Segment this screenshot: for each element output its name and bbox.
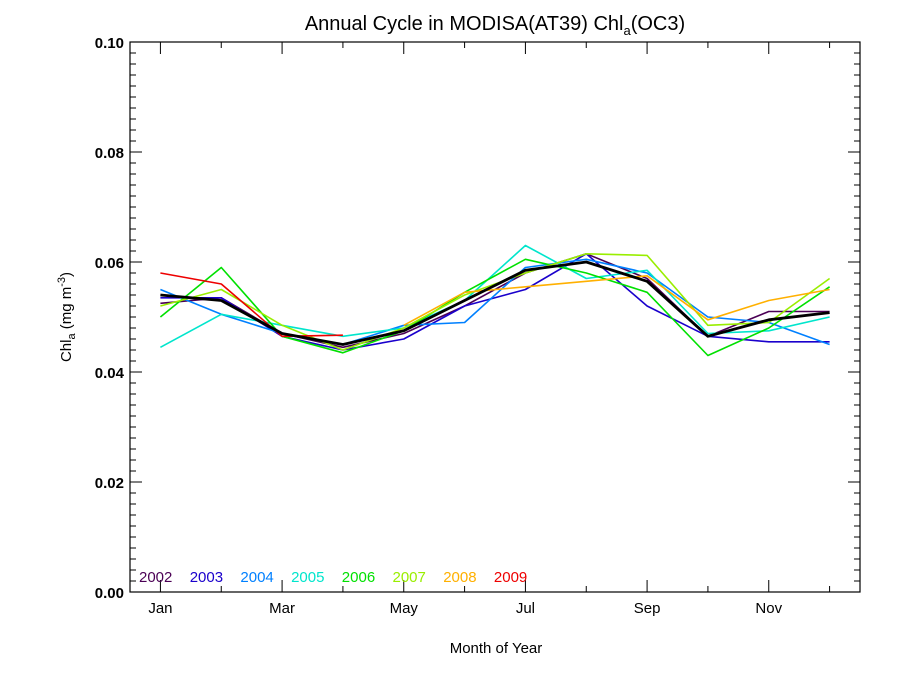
y-axis-label: Chla (mg m-3) — [56, 272, 78, 362]
y-tick-label: 0.04 — [95, 365, 125, 382]
y-tick-label: 0.06 — [95, 255, 124, 272]
legend-item-2004: 2004 — [240, 569, 273, 586]
series-lines — [159, 244, 831, 357]
series-line-2008 — [403, 275, 830, 327]
y-tick-label: 0.08 — [95, 145, 124, 162]
series-line-2007 — [160, 253, 831, 351]
x-tick-label: May — [390, 600, 419, 617]
legend-item-2003: 2003 — [190, 569, 223, 586]
axis-ticks — [130, 41, 860, 593]
y-tick-label: 0.10 — [95, 35, 124, 52]
series-line-2009 — [160, 272, 343, 338]
x-tick-label: Jan — [148, 600, 172, 617]
series-line-mean — [160, 260, 830, 346]
y-tick-label: 0.02 — [95, 475, 124, 492]
x-tick-label: Mar — [269, 600, 295, 617]
x-tick-label: Jul — [516, 600, 535, 617]
series-line-2004 — [160, 258, 830, 346]
x-tick-label: Sep — [634, 600, 661, 617]
chart-title: Annual Cycle in MODISA(AT39) Chla(OC3) — [305, 13, 685, 38]
x-axis-label: Month of Year — [450, 640, 543, 657]
legend: 2002 2003 2004 2005 2006 2007 2008 2009 — [139, 569, 527, 586]
legend-item-2008: 2008 — [443, 569, 476, 586]
x-tick-label: Nov — [755, 600, 782, 617]
legend-item-2006: 2006 — [342, 569, 375, 586]
y-tick-label: 0.00 — [95, 585, 124, 602]
legend-item-2009: 2009 — [494, 569, 527, 586]
series-line-2003 — [160, 253, 830, 351]
legend-item-2007: 2007 — [393, 569, 426, 586]
series-line-2006 — [159, 258, 831, 357]
series-line-2005 — [160, 244, 830, 349]
legend-item-2005: 2005 — [291, 569, 324, 586]
legend-item-2002: 2002 — [139, 569, 172, 586]
tick-labels: 0.00 0.02 0.04 0.06 0.08 0.10 Jan Mar May Jul Sep N… — [95, 35, 783, 617]
